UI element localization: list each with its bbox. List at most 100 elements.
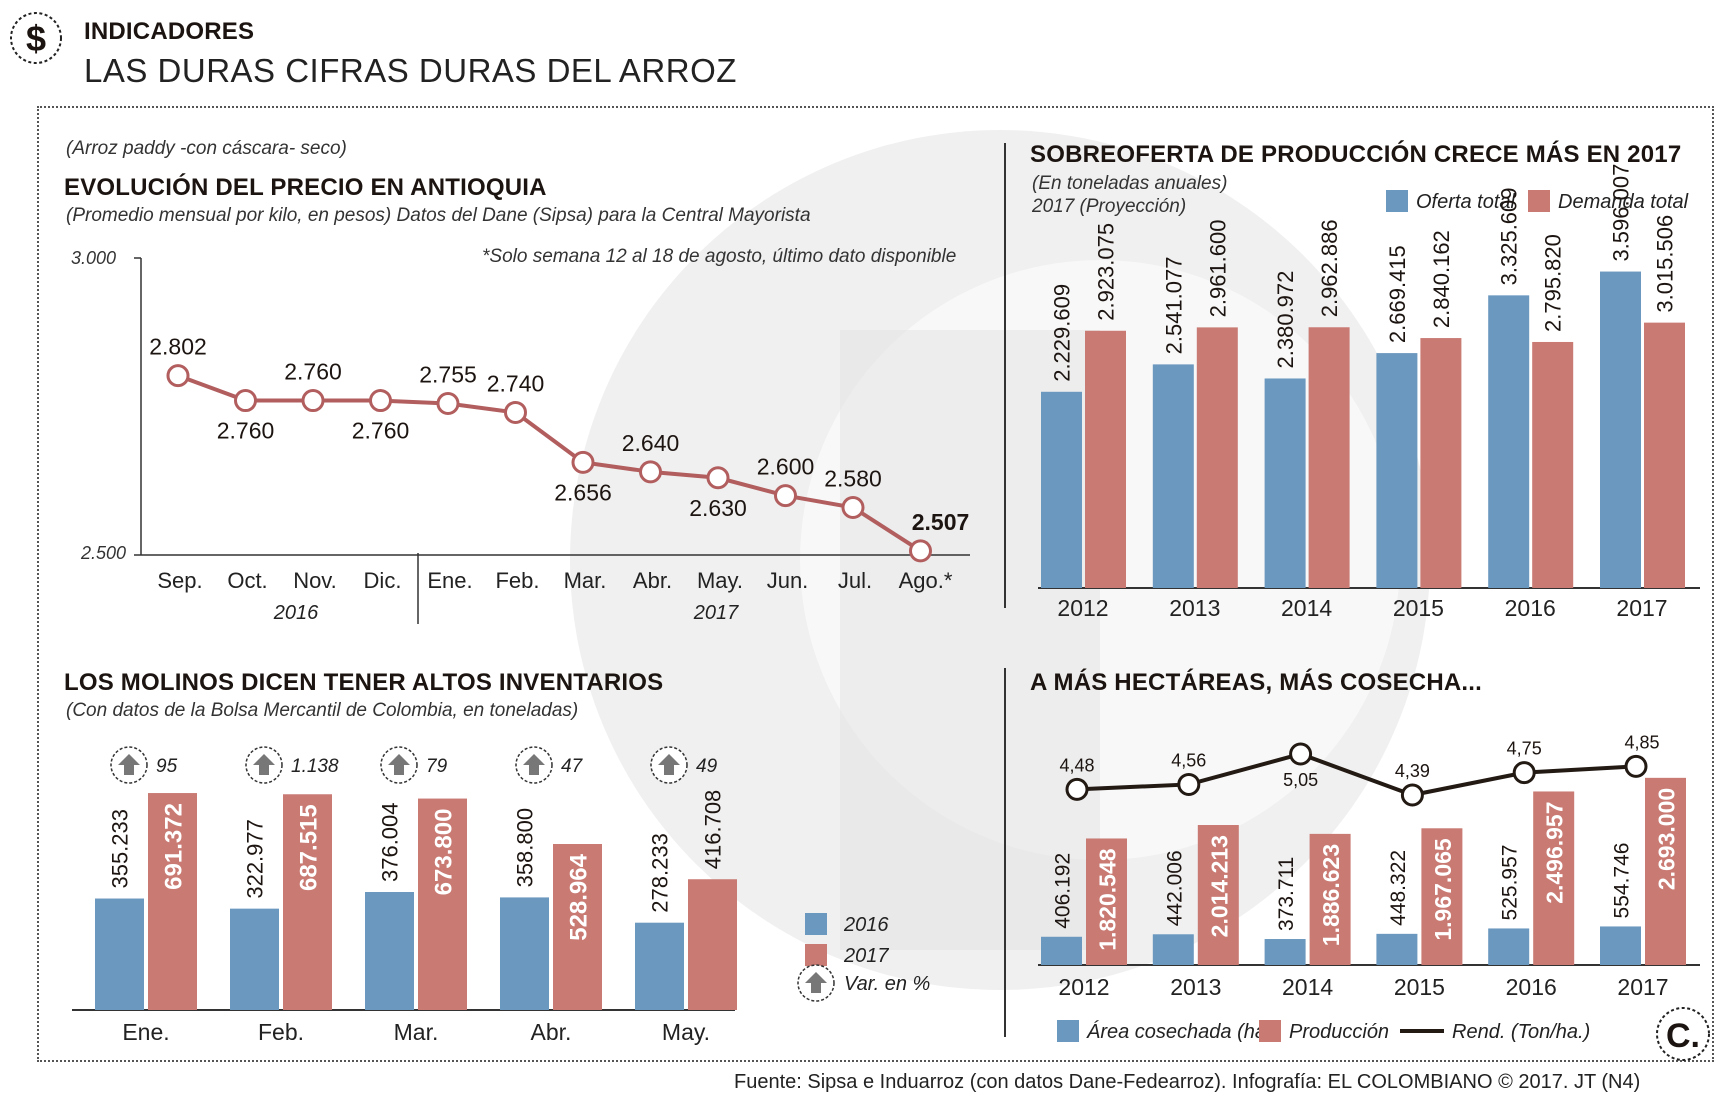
hectareas-rend-point — [1624, 754, 1648, 778]
molinos-label-2016: 355.233 — [108, 809, 133, 889]
hectareas-bar-chart: 406.192 1.820.548 2012 442.006 2.014.213 2013… — [1038, 732, 1700, 1043]
precio-ytick-label: 2.500 — [80, 543, 126, 563]
hectareas-rend-point — [1512, 761, 1536, 785]
molinos-bar-2016 — [635, 922, 684, 1010]
precio-point — [639, 460, 662, 484]
infographic-frame — [37, 106, 1714, 1062]
molinos-variation-arrow — [245, 746, 283, 784]
sobreoferta-legend-label: Oferta total — [1416, 191, 1515, 213]
hectareas-label-area: 525.957 — [1499, 845, 1522, 921]
hectareas-rend-line — [1076, 751, 1637, 798]
molinos-bar-2016 — [95, 898, 144, 1010]
precio-point — [706, 466, 730, 490]
hectareas-bar-area — [1600, 926, 1641, 965]
hectareas-label-area: 406.192 — [1052, 853, 1075, 929]
molinos-x-tick-label: Abr. — [531, 1019, 572, 1045]
precio-note: (Arroz paddy -con cáscara- seco) — [66, 138, 347, 159]
molinos-bar-2017 — [283, 794, 332, 1010]
precio-point — [436, 392, 460, 416]
sobreoferta-x-tick-label: 2013 — [1169, 595, 1220, 621]
sobreoferta-subtitle: (En toneladas anuales) — [1032, 173, 1228, 194]
arrow-up-shape — [805, 972, 827, 993]
hectareas-label-area: 448.322 — [1387, 850, 1410, 926]
sobreoferta-bar-demanda — [1644, 322, 1685, 588]
molinos-x-tick-label: Ene. — [122, 1019, 169, 1045]
molinos-label-2017: 691.372 — [161, 803, 188, 890]
hectareas-legend-label: Área cosechada (ha.) — [1086, 1020, 1278, 1043]
sobreoferta-bar-demanda — [1308, 327, 1350, 588]
hectareas-bar-area — [1041, 936, 1082, 965]
precio-x-tick-label: Jul. — [838, 568, 872, 593]
sobreoferta-label-demanda: 2.961.600 — [1205, 220, 1230, 318]
molinos-variation-arrow — [380, 746, 418, 784]
molinos-label-2016: 322.977 — [243, 819, 268, 899]
svg-text:$: $ — [26, 18, 46, 59]
precio-value-label: 2.630 — [689, 495, 747, 521]
hectareas-rend-label: 4,56 — [1171, 750, 1206, 770]
sobreoferta-label-demanda: 2.840.162 — [1429, 230, 1454, 328]
el-colombiano-logo: C. — [1656, 1007, 1710, 1061]
hectareas-label-area: 554.746 — [1611, 843, 1634, 919]
arrow-up-shape — [658, 754, 680, 775]
sobreoferta-title: SOBREOFERTA DE PRODUCCIÓN CRECE MÁS EN 2… — [1030, 141, 1682, 168]
section-label: INDICADORES — [84, 18, 255, 45]
precio-x-tick-label: Sep. — [157, 568, 202, 593]
sobreoferta-label-oferta: 2.229.609 — [1050, 284, 1075, 382]
hectareas-x-tick-label: 2013 — [1170, 974, 1221, 1000]
sobreoferta-label-oferta: 2.541.077 — [1161, 257, 1186, 355]
precio-point — [504, 400, 527, 424]
hectareas-legend-label: Producción — [1289, 1021, 1389, 1043]
molinos-variation-value: 47 — [561, 756, 584, 777]
precio-value-label: 2.580 — [824, 465, 882, 491]
molinos-legend-label: 2016 — [843, 914, 889, 936]
divider-bottom — [1004, 668, 1006, 1037]
precio-point — [571, 450, 595, 474]
hectareas-legend-swatch — [1057, 1020, 1079, 1042]
molinos-bar-2016 — [500, 897, 549, 1010]
precio-point — [841, 495, 865, 519]
sobreoferta-x-tick-label: 2016 — [1505, 595, 1556, 621]
molinos-label-2017: 673.800 — [431, 809, 458, 896]
sobreoferta-bar-demanda — [1420, 338, 1462, 588]
molinos-bar-chart: 355.233 691.372 Ene. 95 322.977 687.515 Feb. 1.… — [72, 746, 930, 1045]
hectareas-rend-label: 4,48 — [1059, 755, 1094, 775]
sobreoferta-bar-demanda — [1196, 327, 1238, 588]
hectareas-bar-produccion — [1533, 791, 1575, 965]
hectareas-bar-produccion — [1645, 777, 1686, 965]
sobreoferta-x-tick-label: 2014 — [1281, 595, 1332, 621]
hectareas-rend-point — [1289, 742, 1313, 766]
molinos-variation-arrow — [110, 746, 148, 784]
precio-x-tick-label: Dic. — [364, 568, 402, 593]
hectareas-rend-label: 4,85 — [1624, 732, 1659, 752]
precio-point — [166, 364, 190, 388]
hectareas-legend-label: Rend. (Ton/ha.) — [1452, 1021, 1590, 1043]
hectareas-rend-label: 5,05 — [1283, 770, 1318, 790]
sobreoferta-label-oferta: 2.380.972 — [1273, 271, 1298, 369]
sobreoferta-legend-swatch — [1528, 190, 1550, 212]
hectareas-rend-label: 4,75 — [1507, 739, 1542, 759]
hectareas-label-produccion: 2.496.957 — [1542, 801, 1568, 903]
molinos-label-2017: 687.515 — [296, 804, 323, 891]
molinos-variation-arrow — [650, 746, 688, 784]
sobreoferta-bar-oferta — [1041, 391, 1082, 588]
hectareas-rend-point — [1177, 772, 1201, 796]
precio-x-tick-label: Oct. — [227, 568, 267, 593]
molinos-legend-label: 2017 — [843, 945, 889, 967]
sobreoferta-bar-oferta — [1600, 271, 1641, 588]
precio-point — [234, 389, 257, 413]
hectareas-x-tick-label: 2016 — [1506, 974, 1557, 1000]
molinos-legend-label: Var. en % — [844, 973, 930, 995]
dollar-icon: $ — [10, 12, 62, 64]
precio-x-tick-label: Mar. — [564, 568, 607, 593]
precio-ytick-label: 3.000 — [71, 248, 116, 268]
molinos-variation-value: 1.138 — [291, 756, 339, 777]
molinos-label-2017: 416.708 — [701, 790, 726, 870]
precio-x-tick-label: May. — [697, 568, 743, 593]
precio-value-label: 2.656 — [554, 479, 612, 505]
hectareas-bar-area — [1152, 934, 1194, 965]
precio-value-label: 2.755 — [419, 362, 477, 388]
hectareas-bar-produccion — [1309, 833, 1351, 965]
arrow-up-shape — [118, 754, 140, 775]
hectareas-rend-label: 4,39 — [1395, 761, 1430, 781]
precio-line-chart: 3.000 2.500 2016 2017 2.802 Sep. 2.760 Oct. 2.76… — [71, 248, 970, 624]
